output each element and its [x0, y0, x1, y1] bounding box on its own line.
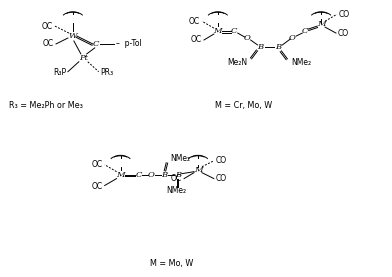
Text: B: B — [275, 43, 281, 51]
Text: OC: OC — [43, 39, 54, 48]
Text: Pt: Pt — [79, 54, 88, 62]
Text: NMe₂: NMe₂ — [170, 154, 190, 163]
Text: M: M — [317, 20, 325, 28]
Text: CO: CO — [216, 174, 227, 183]
Text: C: C — [93, 40, 99, 48]
Text: M = Cr, Mo, W: M = Cr, Mo, W — [215, 101, 272, 110]
Text: O: O — [148, 171, 155, 179]
Text: OC: OC — [191, 35, 202, 45]
Text: OC: OC — [42, 22, 53, 31]
Text: R₃ = Me₂Ph or Me₃: R₃ = Me₂Ph or Me₃ — [9, 101, 83, 110]
Text: PR₃: PR₃ — [101, 68, 114, 77]
Text: OC: OC — [171, 174, 182, 183]
Text: NMe₂: NMe₂ — [166, 186, 186, 195]
Text: M: M — [116, 171, 125, 179]
Text: Me₂N: Me₂N — [227, 58, 248, 67]
Text: CO: CO — [338, 29, 349, 38]
Text: C: C — [230, 27, 237, 35]
Text: M: M — [214, 27, 222, 35]
Text: CO: CO — [216, 156, 227, 165]
Text: CO: CO — [339, 10, 350, 19]
Text: B: B — [175, 171, 181, 179]
Text: O: O — [289, 34, 296, 42]
Text: R₃P: R₃P — [53, 68, 66, 77]
Text: B: B — [258, 43, 263, 51]
Text: W: W — [69, 32, 77, 40]
Text: OC: OC — [189, 17, 200, 26]
Text: OC: OC — [92, 182, 103, 191]
Text: B: B — [161, 171, 167, 179]
Text: OC: OC — [92, 160, 103, 169]
Text: O: O — [243, 34, 250, 42]
Text: C: C — [135, 171, 142, 179]
Text: M = Mo, W: M = Mo, W — [150, 259, 194, 268]
Text: M: M — [194, 166, 202, 174]
Text: C: C — [302, 27, 309, 35]
Text: NMe₂: NMe₂ — [291, 58, 312, 67]
Text: –  p-Tol: – p-Tol — [116, 39, 142, 48]
